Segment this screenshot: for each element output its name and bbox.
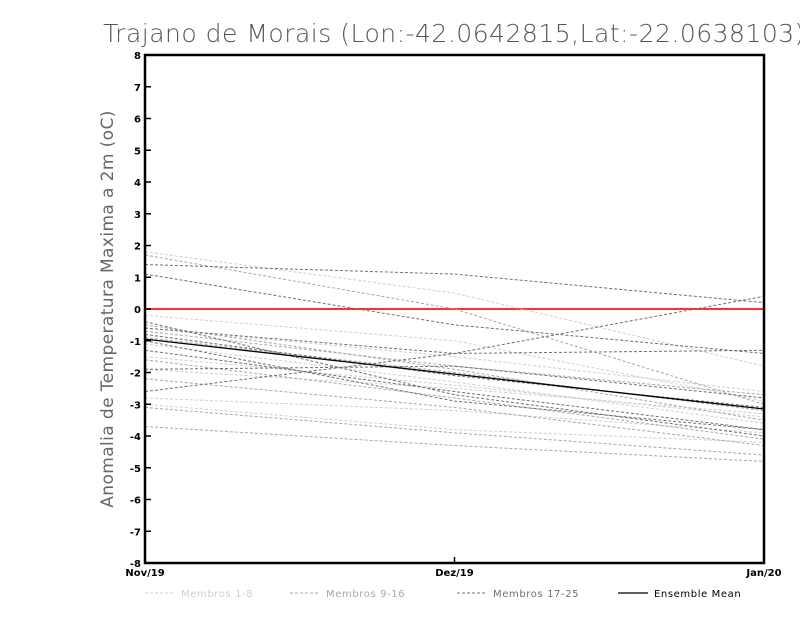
member-series-line (144, 321, 765, 437)
legend-label: Membros 9-16 (326, 589, 405, 600)
member-series-line (144, 273, 765, 354)
member-series-line (144, 327, 765, 393)
y-tick-label: -8 (130, 559, 141, 570)
y-tick-label: -7 (130, 527, 141, 538)
y-tick-label: -4 (130, 432, 141, 443)
y-tick-label: 0 (134, 305, 141, 316)
y-tick-label: 5 (134, 146, 141, 157)
legend: Membros 1-8 Membros 9-16 Membros 17-25 Ense… (145, 589, 741, 600)
y-tick-label: -3 (130, 400, 141, 411)
member-series-line (144, 425, 765, 462)
ensemble-mean-line (144, 338, 765, 410)
x-tick-label: Nov/19 (125, 568, 164, 579)
member-series-line (144, 324, 765, 421)
member-series-line (144, 359, 765, 440)
member-series-line (144, 406, 765, 456)
x-tick-label: Dez/19 (435, 568, 474, 579)
y-axis-label: Anomalia de Temperatura Maxima a 2m (oC) (98, 110, 118, 508)
member-series-line (144, 378, 765, 447)
member-series-line (144, 368, 765, 415)
y-tick-label: -5 (130, 464, 141, 475)
y-tick-label: -6 (130, 496, 141, 507)
member-series-line (144, 314, 765, 402)
y-tick-label: 2 (134, 242, 141, 253)
member-series-line (144, 333, 765, 408)
y-tick-label: 3 (134, 210, 141, 221)
member-series-line (144, 403, 765, 443)
member-series-line (144, 349, 765, 431)
member-series-line (144, 264, 765, 304)
member-series-line (144, 254, 765, 405)
legend-label: Membros 1-8 (181, 589, 253, 600)
member-series-line (144, 340, 765, 431)
plot-area (144, 251, 765, 462)
y-tick-label: 7 (134, 83, 141, 94)
member-series-line (144, 251, 765, 367)
y-tick-label: -1 (130, 337, 141, 348)
y-tick-label: 4 (134, 178, 141, 189)
axes: -8 -7 -6 -5 -4 -3 -2 -1 0 1 2 3 4 5 6 7 8 Nov/19 Dez/19 Jan… (125, 51, 781, 579)
legend-label: Ensemble Mean (654, 589, 741, 600)
y-tick-label: -2 (130, 369, 141, 380)
member-series-line (144, 397, 765, 434)
member-series-line (144, 365, 765, 399)
member-series-line (144, 330, 765, 396)
y-tick-label: 1 (134, 273, 141, 284)
member-series-line (144, 337, 765, 412)
member-series-line (144, 327, 765, 354)
x-tick-label: Jan/20 (745, 568, 781, 579)
legend-label: Membros 17-25 (493, 589, 579, 600)
member-series-line (144, 356, 765, 418)
y-tick-label: 8 (134, 51, 141, 62)
y-tick-label: 6 (134, 115, 141, 126)
member-series-line (144, 343, 765, 424)
chart-title: Trajano de Morais (Lon:-42.0642815,Lat:-… (103, 19, 800, 48)
